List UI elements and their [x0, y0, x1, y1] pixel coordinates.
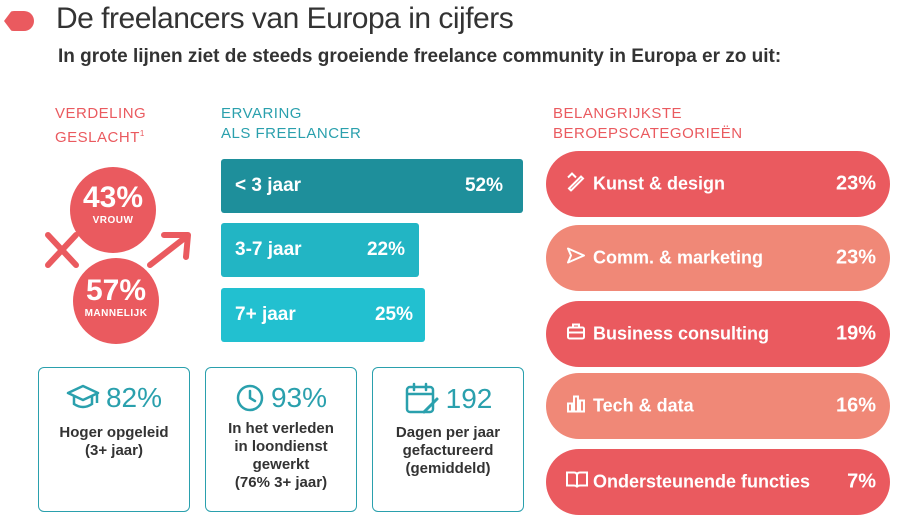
experience-bar-label: < 3 jaar — [235, 175, 302, 196]
category-value: 23% — [835, 246, 876, 269]
category-pill-3: Tech & data 16% — [546, 373, 890, 439]
male-label: MANNELIJK — [84, 308, 148, 319]
stat-card-billing: 192 Dagen per jaar gefactureerd (gemidde… — [372, 367, 524, 512]
stat-value: 93% — [270, 382, 328, 413]
male-circle: 57% MANNELIJK — [73, 258, 159, 344]
category-pill-4: Ondersteunende functies 7% — [546, 449, 890, 515]
graduation-cap-icon — [66, 384, 100, 409]
female-pct: 43% — [82, 181, 144, 214]
category-name: Ondersteunende functies — [593, 471, 811, 492]
category-name: Business consulting — [593, 323, 770, 344]
briefcase-icon — [566, 322, 586, 347]
experience-section-label: ERVARING ALS FREELANCER — [221, 105, 362, 142]
category-pill-1: Comm. & marketing 23% — [546, 225, 890, 291]
stat-card-employment: 93% In het verleden in loondienst gewerk… — [205, 367, 357, 512]
gender-section-label: VERDELING GESLACHT1 — [55, 105, 147, 146]
category-name: Kunst & design — [593, 173, 726, 194]
category-pill-0: Kunst & design 23% — [546, 151, 890, 217]
experience-bar-value: 25% — [374, 304, 413, 325]
experience-bar-value: 22% — [366, 239, 405, 260]
experience-bar-0: < 3 jaar 52% — [221, 159, 523, 213]
category-value: 7% — [847, 470, 876, 493]
book-icon — [566, 470, 588, 495]
category-value: 19% — [835, 322, 876, 345]
category-value: 16% — [835, 394, 876, 417]
female-circle: 43% VROUW — [70, 167, 156, 253]
stat-value: 82% — [105, 382, 163, 413]
category-pill-2: Business consulting 19% — [546, 301, 890, 367]
female-label: VROUW — [92, 215, 134, 226]
experience-bar-1: 3-7 jaar 22% — [221, 223, 419, 277]
clock-icon — [236, 384, 264, 412]
page-subtitle: In grote lijnen ziet de steeds groeiende… — [58, 46, 782, 67]
footnote-marker: 1 — [139, 129, 145, 138]
experience-bar-label: 3-7 jaar — [235, 239, 302, 260]
experience-bar-2: 7+ jaar 25% — [221, 288, 425, 342]
category-name: Comm. & marketing — [593, 247, 764, 268]
experience-bar-value: 52% — [464, 175, 503, 196]
category-name: Tech & data — [593, 395, 694, 416]
send-icon — [566, 246, 586, 271]
gender-symbols-icon — [45, 232, 191, 268]
male-pct: 57% — [85, 274, 147, 307]
bar-chart-icon — [566, 394, 586, 419]
category-value: 23% — [835, 172, 876, 195]
title-marker-icon — [4, 11, 34, 31]
stat-card-education: 82% Hoger opgeleid (3+ jaar) — [38, 367, 190, 512]
page-title: De freelancers van Europa in cijfers — [56, 2, 514, 35]
experience-bar-label: 7+ jaar — [235, 304, 296, 325]
pencil-ruler-icon — [566, 172, 586, 197]
categories-section-label: BELANGRIJKSTE BEROEPSCATEGORIEËN — [553, 105, 743, 142]
calendar-edit-icon — [405, 382, 439, 414]
stat-value: 192 — [445, 383, 493, 414]
